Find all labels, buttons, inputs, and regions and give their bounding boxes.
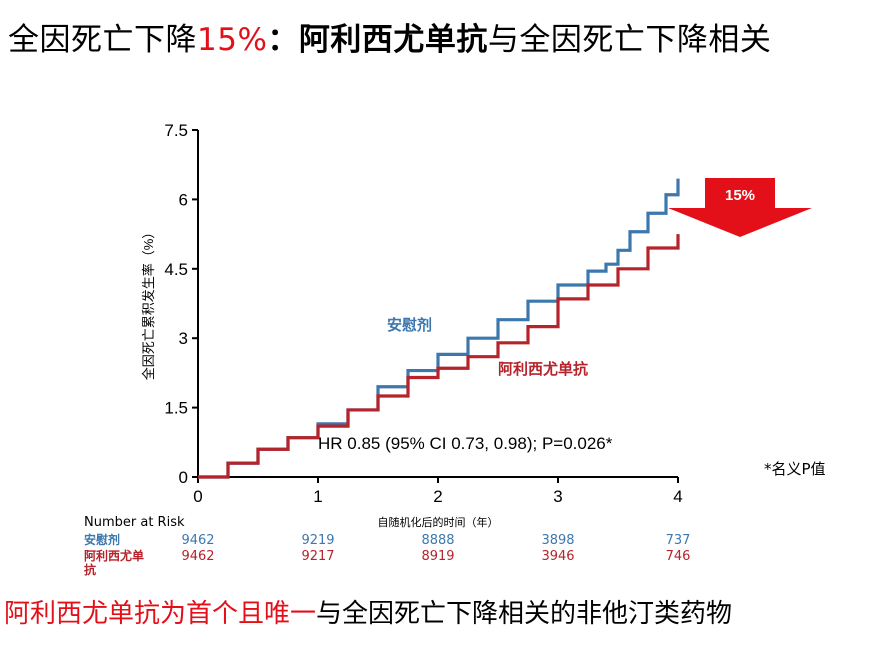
risk-value: 9219 [301,533,335,548]
slide-footer: 阿利西尤单抗为首个且唯一与全因死亡下降相关的非他汀类药物 [4,593,732,630]
nominal-p-note: *名义P值 [764,460,826,478]
x-tick-label: 4 [673,487,682,506]
footer-red: 阿利西尤单抗为首个且唯一 [4,599,317,629]
y-tick-label: 4.5 [164,260,188,279]
y-tick-label: 1.5 [164,399,188,418]
footer-black: 与全因死亡下降相关的非他汀类药物 [316,599,733,629]
title-drug: 阿利西尤单抗 [298,22,488,58]
title-part1: 全因死亡下降 [8,22,197,58]
risk-value: 746 [665,549,691,564]
risk-value: 3898 [541,533,575,548]
x-tick-label: 3 [553,487,562,506]
risk-value: 737 [665,533,691,548]
title-colon: ： [267,22,299,58]
risk-value: 9462 [181,533,215,548]
risk-value: 8888 [421,533,455,548]
title-part2: 与全因死亡下降相关 [487,22,772,58]
risk-row-label: 阿利西尤单抗 [84,549,145,577]
series-label-placebo: 安慰剂 [387,316,432,334]
hr-annotation: HR 0.85 (95% CI 0.73, 0.98); P=0.026* [318,434,613,453]
series-line-alirocumab [198,234,680,479]
series-label-alirocumab: 阿利西尤单抗 [498,360,588,378]
x-tick-label: 2 [433,487,442,506]
risk-row-label: 安慰剂 [84,533,121,547]
risk-value: 9217 [301,549,335,564]
y-tick-label: 0 [179,468,188,487]
risk-value: 8919 [421,549,455,564]
x-axis-label: 自随机化后的时间（年） [378,515,499,529]
risk-table-header: Number at Risk [84,515,185,530]
arrow-label: 15% [725,187,755,204]
title-highlight: 15% [197,22,268,58]
risk-value: 3946 [541,549,575,564]
x-tick-label: 0 [193,487,202,506]
slide-title: 全因死亡下降15%：阿利西尤单抗与全因死亡下降相关 [8,14,771,59]
y-tick-label: 7.5 [164,121,188,140]
risk-value: 9462 [181,549,215,564]
y-axis-label: 全因死亡累积发生率（%） [141,226,156,381]
x-tick-label: 1 [313,487,322,506]
y-tick-label: 6 [179,190,188,209]
y-tick-label: 3 [179,329,188,348]
reduction-arrow-icon [668,178,812,237]
series-line-placebo [198,178,680,479]
